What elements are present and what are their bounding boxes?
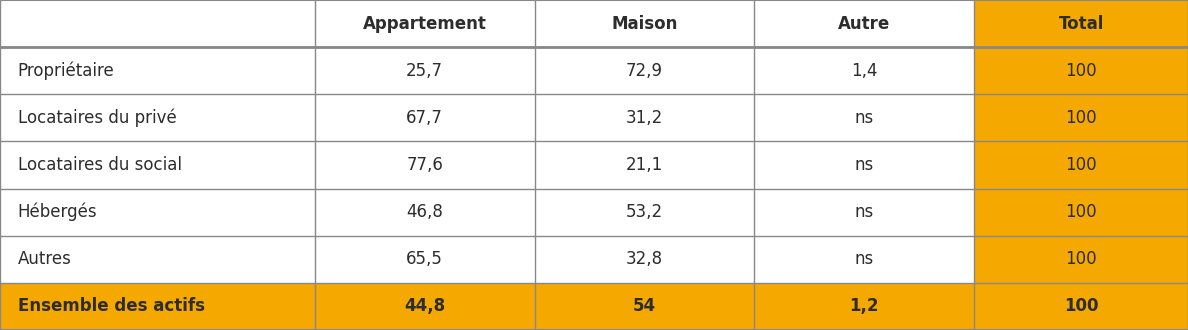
Bar [535, 188, 754, 236]
Text: Propriétaire: Propriétaire [18, 61, 114, 80]
Bar [315, 47, 535, 94]
Text: 65,5: 65,5 [406, 250, 443, 268]
Text: 67,7: 67,7 [406, 109, 443, 127]
Text: Locataires du social: Locataires du social [18, 156, 182, 174]
Text: 31,2: 31,2 [626, 109, 663, 127]
Text: 100: 100 [1066, 109, 1097, 127]
Bar [754, 47, 974, 94]
Text: ns: ns [854, 250, 874, 268]
Bar [0, 142, 315, 188]
Text: 25,7: 25,7 [406, 62, 443, 80]
Bar [974, 142, 1188, 188]
Text: ns: ns [854, 203, 874, 221]
Text: Locataires du privé: Locataires du privé [18, 109, 177, 127]
Text: 77,6: 77,6 [406, 156, 443, 174]
Text: Hébergés: Hébergés [18, 203, 97, 221]
Bar [974, 47, 1188, 94]
Bar [974, 94, 1188, 142]
Text: 54: 54 [633, 297, 656, 315]
Bar [315, 236, 535, 283]
Bar [0, 47, 315, 94]
Text: 1,4: 1,4 [851, 62, 878, 80]
Bar [754, 188, 974, 236]
Text: 21,1: 21,1 [626, 156, 663, 174]
Text: 44,8: 44,8 [404, 297, 446, 315]
Text: 1,2: 1,2 [849, 297, 879, 315]
Text: 100: 100 [1066, 62, 1097, 80]
Text: Appartement: Appartement [362, 15, 487, 33]
Text: Autres: Autres [18, 250, 71, 268]
Bar [0, 283, 315, 330]
Bar [754, 283, 974, 330]
Text: 100: 100 [1066, 250, 1097, 268]
Bar [0, 236, 315, 283]
Bar [754, 236, 974, 283]
Bar [315, 188, 535, 236]
Bar [535, 94, 754, 142]
Bar [315, 142, 535, 188]
Text: 46,8: 46,8 [406, 203, 443, 221]
Bar [0, 188, 315, 236]
Bar [535, 236, 754, 283]
Text: 32,8: 32,8 [626, 250, 663, 268]
Bar [535, 47, 754, 94]
Bar [535, 142, 754, 188]
Bar [974, 188, 1188, 236]
Text: 100: 100 [1066, 203, 1097, 221]
Bar [535, 283, 754, 330]
Text: Autre: Autre [839, 15, 890, 33]
Bar [974, 283, 1188, 330]
Text: 100: 100 [1063, 297, 1099, 315]
Bar [754, 142, 974, 188]
Text: Ensemble des actifs: Ensemble des actifs [18, 297, 204, 315]
Bar [754, 0, 974, 47]
Bar [754, 94, 974, 142]
Text: Maison: Maison [612, 15, 677, 33]
Bar [0, 94, 315, 142]
Bar [974, 236, 1188, 283]
Bar [535, 0, 754, 47]
Bar [0, 0, 315, 47]
Text: Total: Total [1059, 15, 1104, 33]
Text: ns: ns [854, 156, 874, 174]
Text: 53,2: 53,2 [626, 203, 663, 221]
Text: 72,9: 72,9 [626, 62, 663, 80]
Text: ns: ns [854, 109, 874, 127]
Bar [974, 0, 1188, 47]
Bar [315, 283, 535, 330]
Bar [315, 0, 535, 47]
Bar [315, 94, 535, 142]
Text: 100: 100 [1066, 156, 1097, 174]
